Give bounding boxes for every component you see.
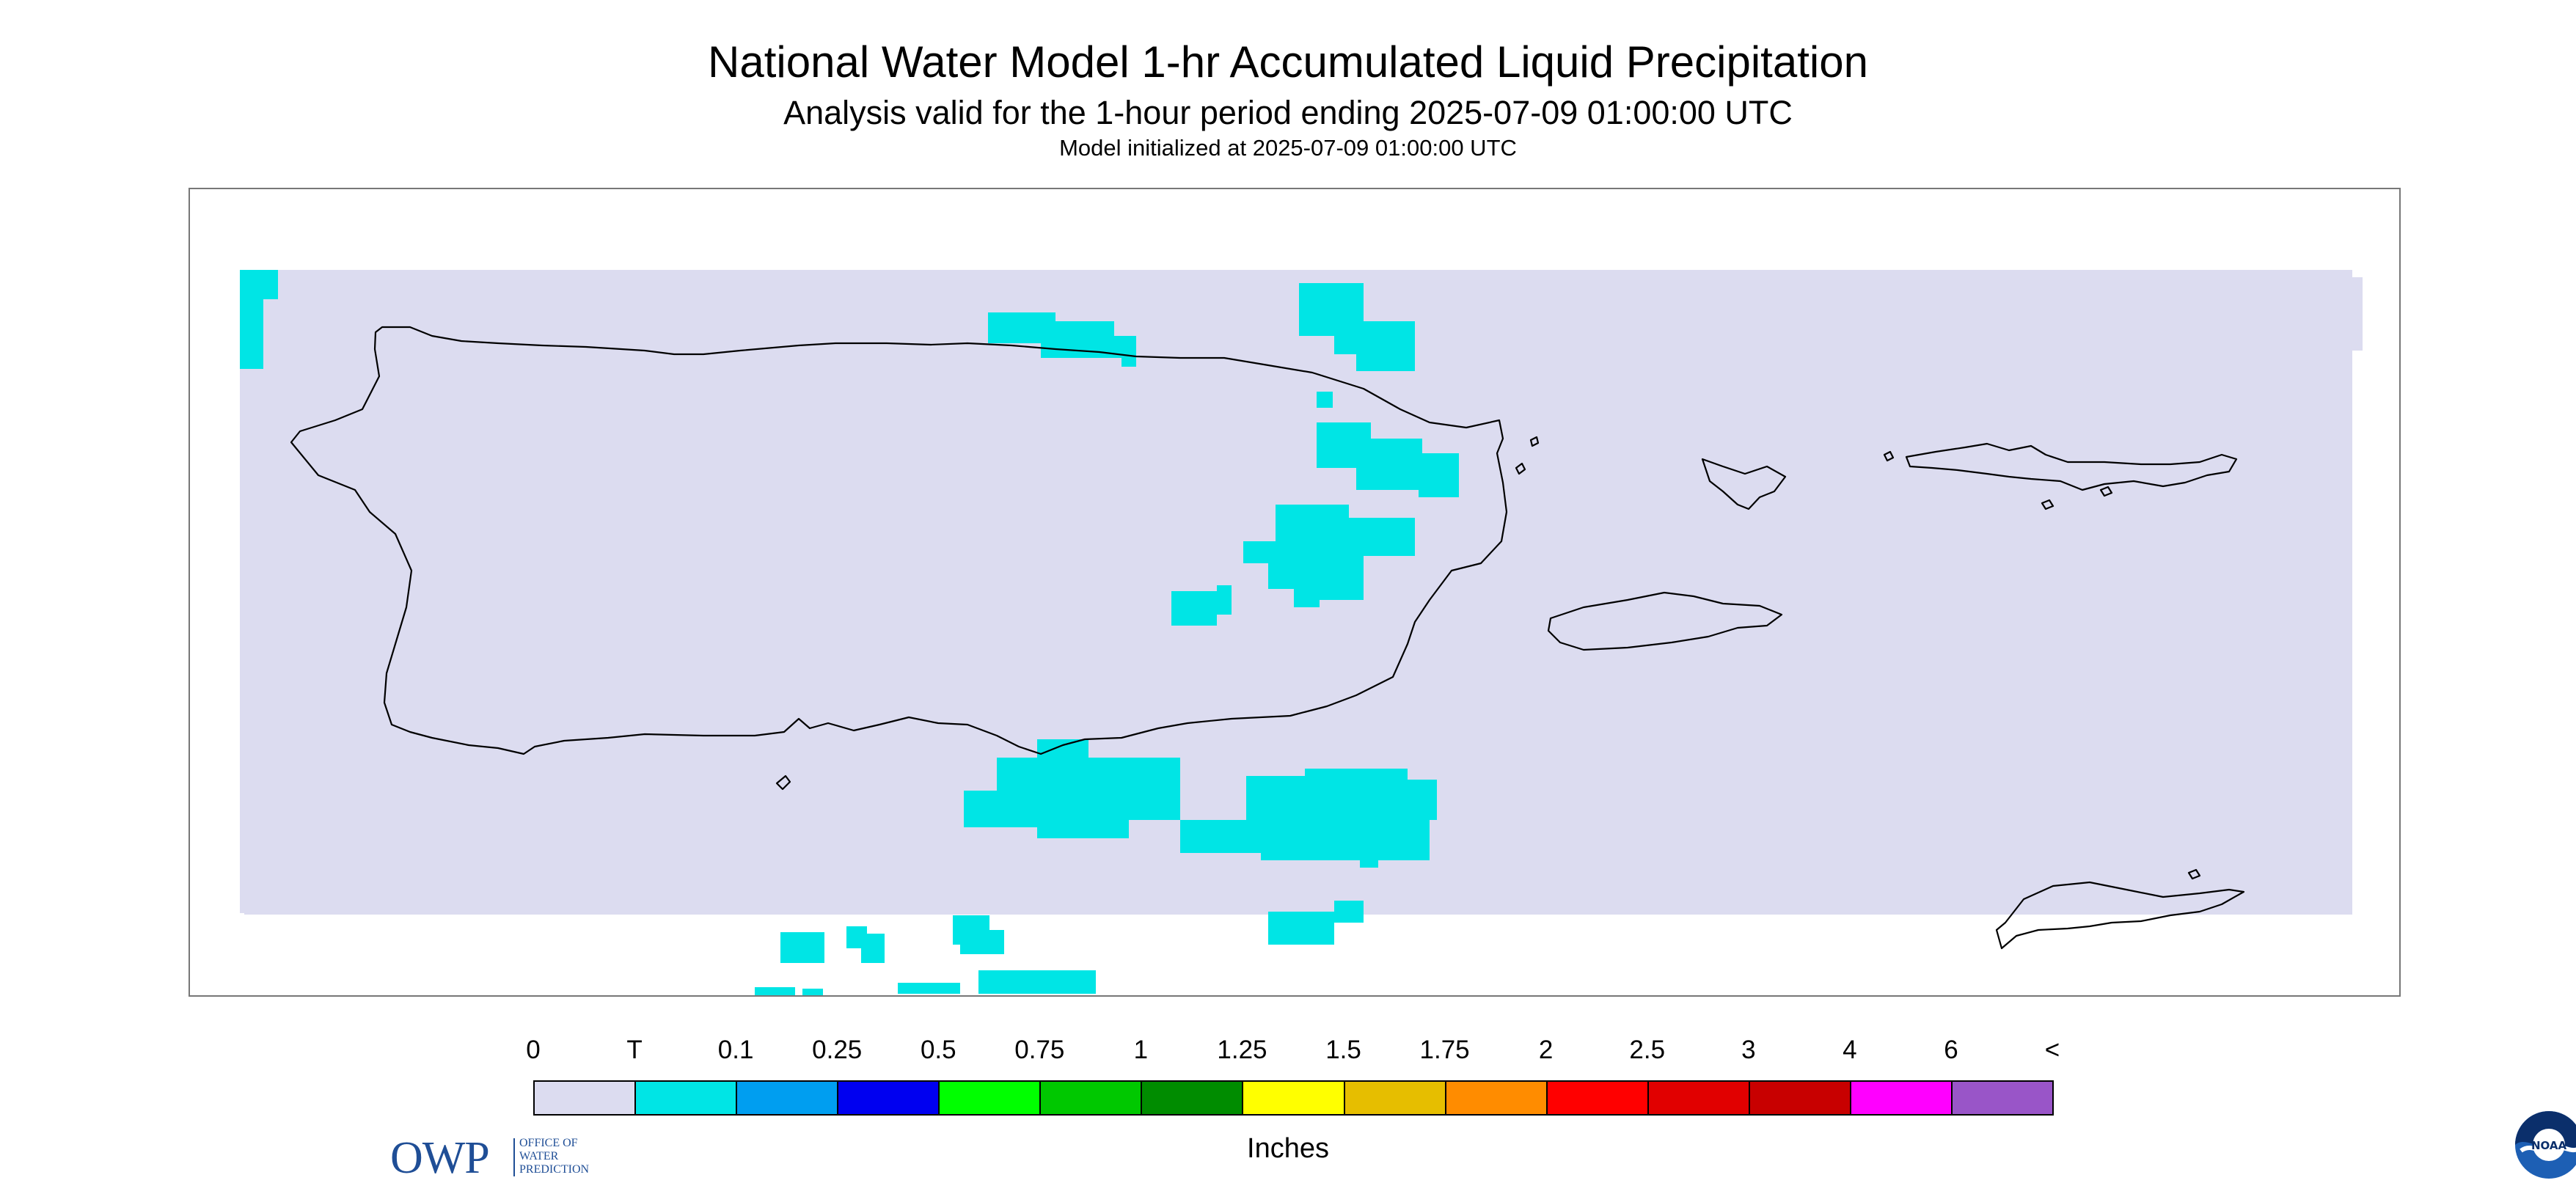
legend-tick-label: 2.5 [1629,1036,1666,1064]
legend-swatch [533,1080,637,1116]
coastline-islet [1529,436,1540,447]
map-panel: OWP OFFICE OF WATER PREDICTION NOAA [189,188,2576,1181]
legend-swatch [1849,1080,1953,1116]
precip-map [240,270,2363,995]
legend-tick-label: 6 [1944,1036,1958,1064]
precip-cell [1180,769,1437,868]
coastline-islet [1883,450,1895,462]
legend-swatch [837,1080,940,1116]
map-subtitle: Analysis valid for the 1-hour period end… [783,94,1793,131]
legend-swatch [938,1080,1042,1116]
legend-tick-label: < [2044,1036,2060,1064]
coastline-islet [2187,868,2201,880]
precip-cell [988,312,1136,367]
precip-cell [861,934,885,963]
precip-cell [1317,422,1459,497]
legend-tick-label: 1.75 [1419,1036,1470,1064]
precip-cell [978,970,1096,994]
legend-swatch [1242,1080,1345,1116]
legend-swatch [1039,1080,1143,1116]
legend-tick-label: 0 [526,1036,541,1064]
owp-logo-line: PREDICTION [519,1163,590,1176]
coastline-vieques [1547,591,1783,651]
noaa-logo-center [2533,1129,2565,1161]
legend-swatch [1545,1080,1649,1116]
coastline-st-thomas-st-john [1905,442,2238,491]
coastline-islet [2099,486,2113,497]
legend-tick-label: 0.25 [812,1036,863,1064]
legend-swatch [1343,1080,1446,1116]
coastline-islet [1515,462,1526,475]
domain-background [244,563,2352,915]
map-title: National Water Model 1-hr Accumulated Li… [708,37,1868,87]
owp-logo-line: OFFICE OF [519,1137,578,1149]
precip-trace-cells [240,270,1459,995]
owp-logo-abbrev: OWP [390,1133,490,1183]
precip-cell [1268,901,1364,945]
noaa-logo-text: NOAA [2531,1139,2567,1152]
owp-logo-divider [513,1138,515,1176]
coastline-puerto-rico [290,326,1508,755]
coastlines [290,326,2245,950]
precip-cell [240,270,278,369]
precip-cell [1243,505,1415,607]
legend-tick-label: 3 [1741,1036,1756,1064]
noaa-logo: NOAA [2515,1111,2576,1179]
legend-swatch [634,1080,738,1116]
domain-background [2302,277,2363,351]
precip-cell [802,989,823,995]
precip-cell [780,932,824,963]
legend-tick-label: 1.25 [1217,1036,1267,1064]
coastline-islet [2041,499,2054,510]
owp-logo-line: WATER [519,1150,559,1162]
legend-units: Inches [1247,1133,1329,1164]
legend-tick-label: 0.5 [920,1036,956,1064]
legend-tick-label: 0.75 [1014,1036,1065,1064]
legend-tick-label: T [626,1036,643,1064]
legend-swatch [1141,1080,1244,1116]
legend-swatch [1444,1080,1548,1116]
precip-cell [1317,392,1333,408]
legend-tick-label: 0.1 [717,1036,754,1064]
precip-cell [953,915,1004,954]
legend-tick-label: 1 [1133,1036,1149,1064]
precip-cell [964,739,1180,838]
legend-swatch [736,1080,839,1116]
precip-cell [755,987,795,995]
precip-cell [898,983,960,994]
precip-cell [1171,585,1232,626]
precip-cell [1299,283,1415,371]
legend-swatch [1748,1080,1851,1116]
owp-logo-text: OFFICE OF WATER PREDICTION [519,1137,589,1176]
coastline-st-croix [1995,881,2245,950]
legend-swatch [1950,1080,2054,1116]
legend-swatch [1647,1080,1750,1116]
coastline-islet [775,774,791,791]
coastline-culebra [1701,458,1787,510]
legend-tick-label: 4 [1843,1036,1857,1064]
legend-tick-label: 1.5 [1325,1036,1361,1064]
model-init-text: Model initialized at 2025-07-09 01:00:00… [1059,135,1517,161]
legend-tick-label: 2 [1538,1036,1554,1064]
